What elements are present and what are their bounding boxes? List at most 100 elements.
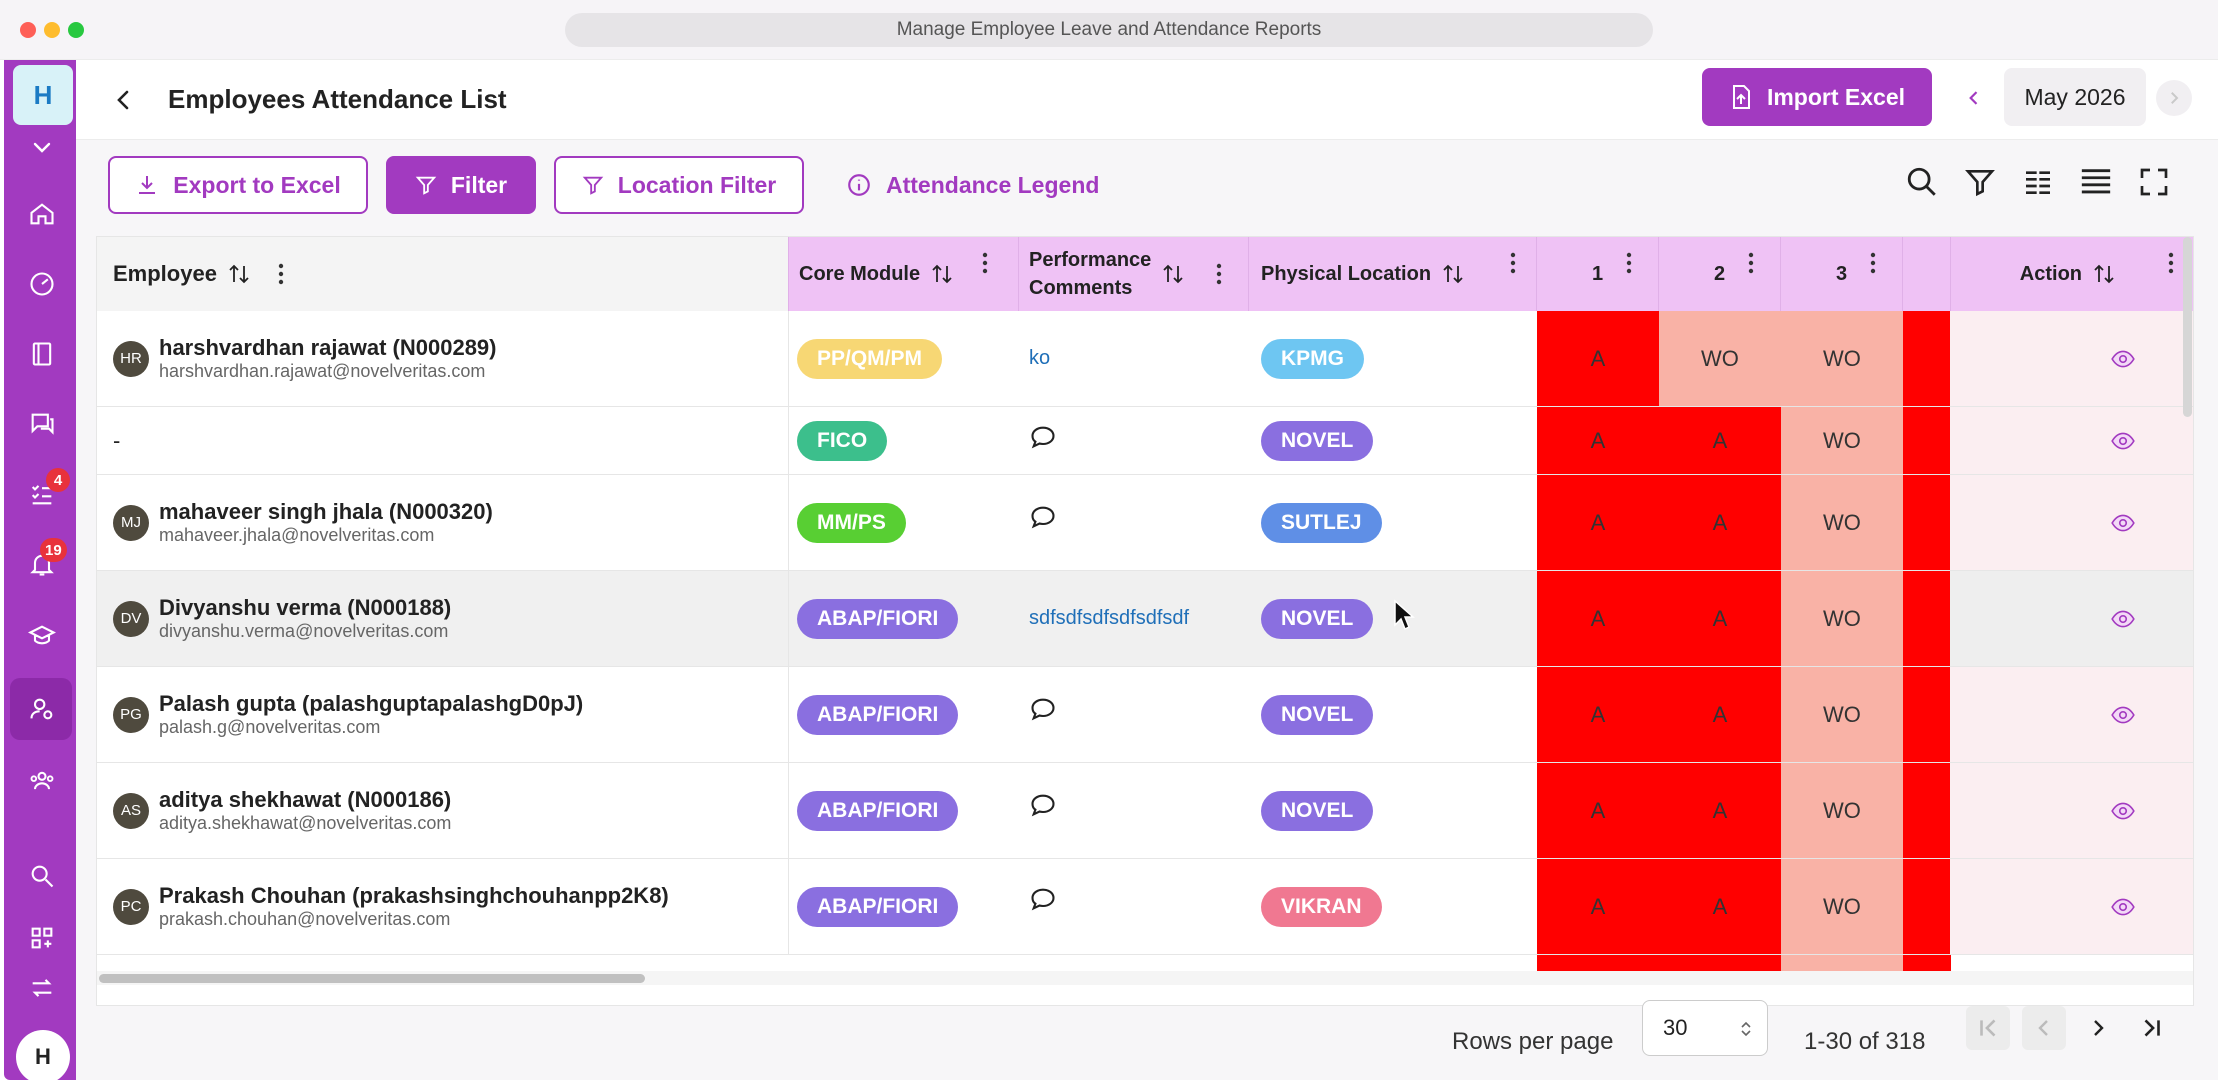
column-header-core-module[interactable]: Core Module xyxy=(789,237,1019,311)
attendance-day-3[interactable]: WO xyxy=(1781,859,1903,954)
attendance-day-1[interactable]: A xyxy=(1537,763,1659,858)
eye-icon[interactable] xyxy=(2110,428,2136,454)
table-search-icon[interactable] xyxy=(1902,162,1942,202)
eye-icon[interactable] xyxy=(2110,346,2136,372)
comment-icon[interactable] xyxy=(1029,503,1057,531)
performance-cell[interactable] xyxy=(1029,859,1057,954)
previous-page-button[interactable] xyxy=(2022,1006,2066,1050)
next-page-button[interactable] xyxy=(2076,1006,2120,1050)
kebab-menu-icon[interactable] xyxy=(1741,251,1761,275)
kebab-menu-icon[interactable] xyxy=(1619,251,1639,275)
attendance-day-2[interactable]: WO xyxy=(1659,311,1781,406)
performance-comment[interactable]: sdfsdfsdfsdfsdfsdf xyxy=(1029,607,1190,629)
attendance-day-3[interactable]: WO xyxy=(1781,571,1903,666)
column-header-employee[interactable]: Employee xyxy=(97,237,789,311)
attendance-day-4-partial[interactable] xyxy=(1903,407,1951,474)
month-selector[interactable]: May 2026 xyxy=(2004,68,2146,126)
table-row[interactable]: PG Palash gupta (palashguptapalashgD0pJ)… xyxy=(97,667,2193,763)
eye-icon[interactable] xyxy=(2110,798,2136,824)
attendance-day-3[interactable]: WO xyxy=(1781,311,1903,406)
eye-icon[interactable] xyxy=(2110,894,2136,920)
first-page-button[interactable] xyxy=(1966,1006,2010,1050)
user-settings-icon[interactable] xyxy=(26,693,58,725)
attendance-day-2[interactable]: A xyxy=(1659,763,1781,858)
attendance-legend-button[interactable]: Attendance Legend xyxy=(846,156,1099,214)
export-excel-button[interactable]: Export to Excel xyxy=(108,156,368,214)
import-excel-button[interactable]: Import Excel xyxy=(1702,68,1932,126)
previous-month-button[interactable] xyxy=(1956,80,1992,116)
attendance-day-4-partial[interactable] xyxy=(1903,667,1951,762)
team-icon[interactable] xyxy=(26,765,58,797)
column-header-day-2[interactable]: 2 xyxy=(1659,237,1781,311)
location-filter-button[interactable]: Location Filter xyxy=(554,156,804,214)
comment-icon[interactable] xyxy=(1029,423,1057,451)
density-icon[interactable] xyxy=(2076,162,2116,202)
attendance-day-4-partial[interactable] xyxy=(1903,571,1951,666)
kebab-menu-icon[interactable] xyxy=(975,251,995,275)
sort-icon[interactable] xyxy=(1441,262,1465,286)
table-row[interactable]: HR harshvardhan rajawat (N000289) harshv… xyxy=(97,311,2193,407)
eye-icon[interactable] xyxy=(2110,606,2136,632)
attendance-day-3[interactable]: WO xyxy=(1781,667,1903,762)
comment-icon[interactable] xyxy=(1029,791,1057,819)
performance-cell[interactable] xyxy=(1029,475,1057,570)
attendance-day-2[interactable]: A xyxy=(1659,407,1781,474)
graduation-icon[interactable] xyxy=(26,620,58,652)
table-row[interactable]: - FICO NOVEL A A WO xyxy=(97,407,2193,475)
comment-icon[interactable] xyxy=(1029,695,1057,723)
attendance-day-4-partial[interactable] xyxy=(1903,859,1951,954)
vertical-scrollbar[interactable] xyxy=(2183,237,2192,417)
performance-cell[interactable] xyxy=(1029,763,1057,858)
attendance-day-4-partial[interactable] xyxy=(1903,763,1951,858)
filter-button[interactable]: Filter xyxy=(386,156,536,214)
maximize-window-button[interactable] xyxy=(68,22,84,38)
home-icon[interactable] xyxy=(26,198,58,230)
column-header-physical-location[interactable]: Physical Location xyxy=(1249,237,1537,311)
kebab-menu-icon[interactable] xyxy=(1209,262,1229,286)
attendance-day-3[interactable]: WO xyxy=(1781,763,1903,858)
eye-icon[interactable] xyxy=(2110,702,2136,728)
performance-cell[interactable] xyxy=(1029,407,1057,474)
performance-cell[interactable]: sdfsdfsdfsdfsdfsdf xyxy=(1029,571,1189,666)
column-header-day-3[interactable]: 3 xyxy=(1781,237,1903,311)
sort-icon[interactable] xyxy=(2092,262,2116,286)
column-header-performance-comments[interactable]: Performance Comments xyxy=(1019,237,1249,311)
chevron-down-icon[interactable] xyxy=(30,135,54,159)
sort-icon[interactable] xyxy=(1161,262,1185,286)
chat-icon[interactable] xyxy=(26,408,58,440)
close-window-button[interactable] xyxy=(20,22,36,38)
rows-per-page-select[interactable]: 30 xyxy=(1642,1000,1768,1056)
attendance-day-2[interactable]: A xyxy=(1659,667,1781,762)
book-icon[interactable] xyxy=(26,338,58,370)
attendance-day-1[interactable]: A xyxy=(1537,407,1659,474)
attendance-day-1[interactable]: A xyxy=(1537,859,1659,954)
minimize-window-button[interactable] xyxy=(44,22,60,38)
attendance-day-1[interactable]: A xyxy=(1537,475,1659,570)
column-header-day-1[interactable]: 1 xyxy=(1537,237,1659,311)
kebab-menu-icon[interactable] xyxy=(271,262,291,286)
last-page-button[interactable] xyxy=(2130,1006,2174,1050)
tasks-icon[interactable] xyxy=(26,478,58,510)
attendance-day-1[interactable]: A xyxy=(1537,667,1659,762)
app-logo[interactable]: H xyxy=(13,65,73,125)
table-filter-icon[interactable] xyxy=(1960,162,2000,202)
sort-icon[interactable] xyxy=(227,262,251,286)
horizontal-scrollbar-track[interactable] xyxy=(97,971,2193,985)
attendance-day-4-partial[interactable] xyxy=(1903,311,1951,406)
fullscreen-icon[interactable] xyxy=(2134,162,2174,202)
table-row[interactable]: MJ mahaveer singh jhala (N000320) mahave… xyxy=(97,475,2193,571)
kebab-menu-icon[interactable] xyxy=(1503,251,1523,275)
column-header-action[interactable]: Action xyxy=(1951,237,2193,311)
dashboard-icon[interactable] xyxy=(26,268,58,300)
search-icon[interactable] xyxy=(26,860,58,892)
comment-icon[interactable] xyxy=(1029,885,1057,913)
performance-cell[interactable] xyxy=(1029,667,1057,762)
apps-icon[interactable] xyxy=(26,922,58,954)
attendance-day-2[interactable]: A xyxy=(1659,475,1781,570)
columns-icon[interactable] xyxy=(2018,162,2058,202)
performance-comment[interactable]: ko xyxy=(1029,347,1051,369)
attendance-day-2[interactable]: A xyxy=(1659,859,1781,954)
sort-icon[interactable] xyxy=(930,262,954,286)
attendance-day-1[interactable]: A xyxy=(1537,571,1659,666)
table-row[interactable]: DV Divyanshu verma (N000188) divyanshu.v… xyxy=(97,571,2193,667)
